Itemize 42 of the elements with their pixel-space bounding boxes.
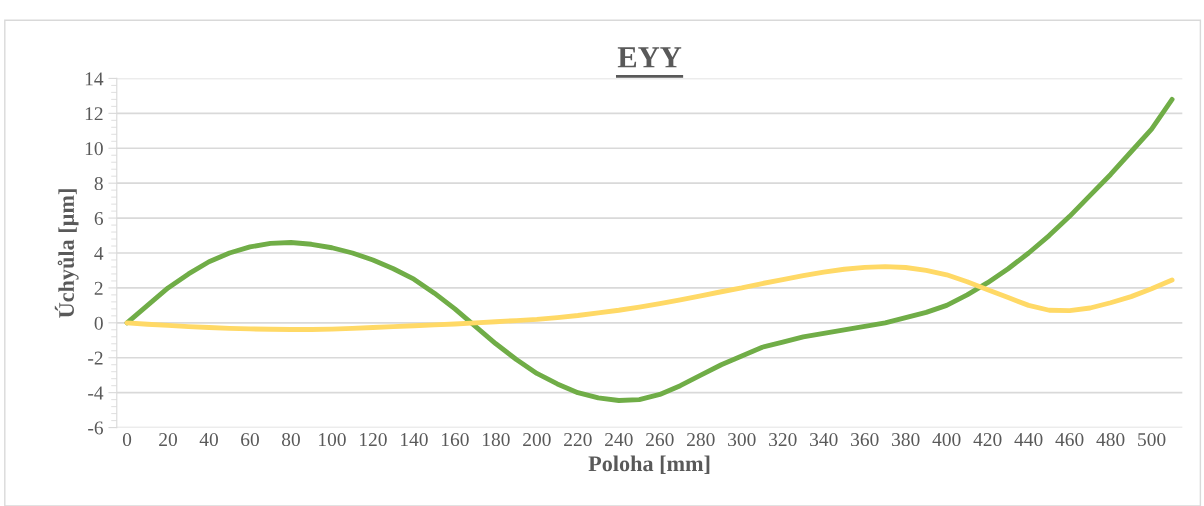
x-tick-label: 0 — [122, 432, 132, 447]
x-tick-label: 300 — [728, 432, 756, 447]
y-tick-label: 6 — [94, 211, 104, 226]
x-tick-label: 220 — [564, 432, 592, 447]
x-tick-label: 340 — [810, 432, 838, 447]
x-tick-label: 200 — [523, 432, 551, 447]
x-tick-label: 320 — [769, 432, 797, 447]
y-tick-label: 0 — [94, 316, 103, 330]
x-tick-label: 240 — [605, 432, 633, 447]
y-tick-label: -2 — [88, 351, 103, 365]
y-tick-label: -4 — [88, 386, 104, 400]
y-tick-label: 12 — [85, 107, 103, 121]
y-axis-title: Úchyůla [µm] — [54, 189, 79, 318]
y-tick-label: 4 — [94, 246, 104, 260]
x-tick-label: 20 — [159, 432, 177, 447]
x-tick-label: 180 — [483, 432, 510, 447]
y-tick-label: 8 — [94, 176, 103, 191]
x-tick-label: 280 — [687, 432, 715, 447]
x-tick-label: 80 — [281, 432, 300, 447]
x-tick-label: 140 — [401, 432, 428, 447]
x-tick-label: 500 — [1138, 432, 1166, 447]
chart-title: EYY — [617, 47, 682, 68]
y-tick-label: 10 — [85, 142, 103, 156]
x-axis-title: Poloha [mm] — [588, 455, 710, 475]
x-tick-label: 160 — [442, 432, 469, 447]
x-tick-label: 120 — [360, 432, 387, 447]
line-series — [124, 264, 1175, 332]
x-tick-label: 420 — [973, 432, 1002, 447]
x-tick-label: 360 — [851, 432, 879, 447]
x-tick-label: 400 — [932, 432, 961, 447]
y-tick-label: 2 — [94, 281, 103, 295]
y-tick-label: 14 — [85, 72, 104, 86]
y-tick-label: -6 — [88, 421, 104, 435]
x-tick-label: 100 — [319, 432, 346, 447]
x-tick-label: 40 — [199, 432, 218, 447]
x-tick-label: 480 — [1096, 432, 1125, 447]
line-series — [124, 96, 1175, 403]
x-tick-label: 260 — [646, 432, 674, 447]
x-tick-label: 380 — [892, 432, 920, 447]
x-tick-label: 60 — [241, 432, 259, 447]
x-tick-label: 440 — [1014, 432, 1043, 447]
x-tick-label: 460 — [1055, 432, 1084, 447]
